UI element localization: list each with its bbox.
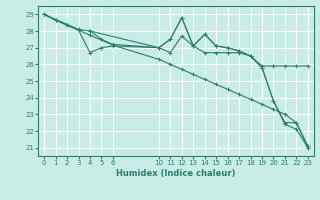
X-axis label: Humidex (Indice chaleur): Humidex (Indice chaleur) — [116, 169, 236, 178]
